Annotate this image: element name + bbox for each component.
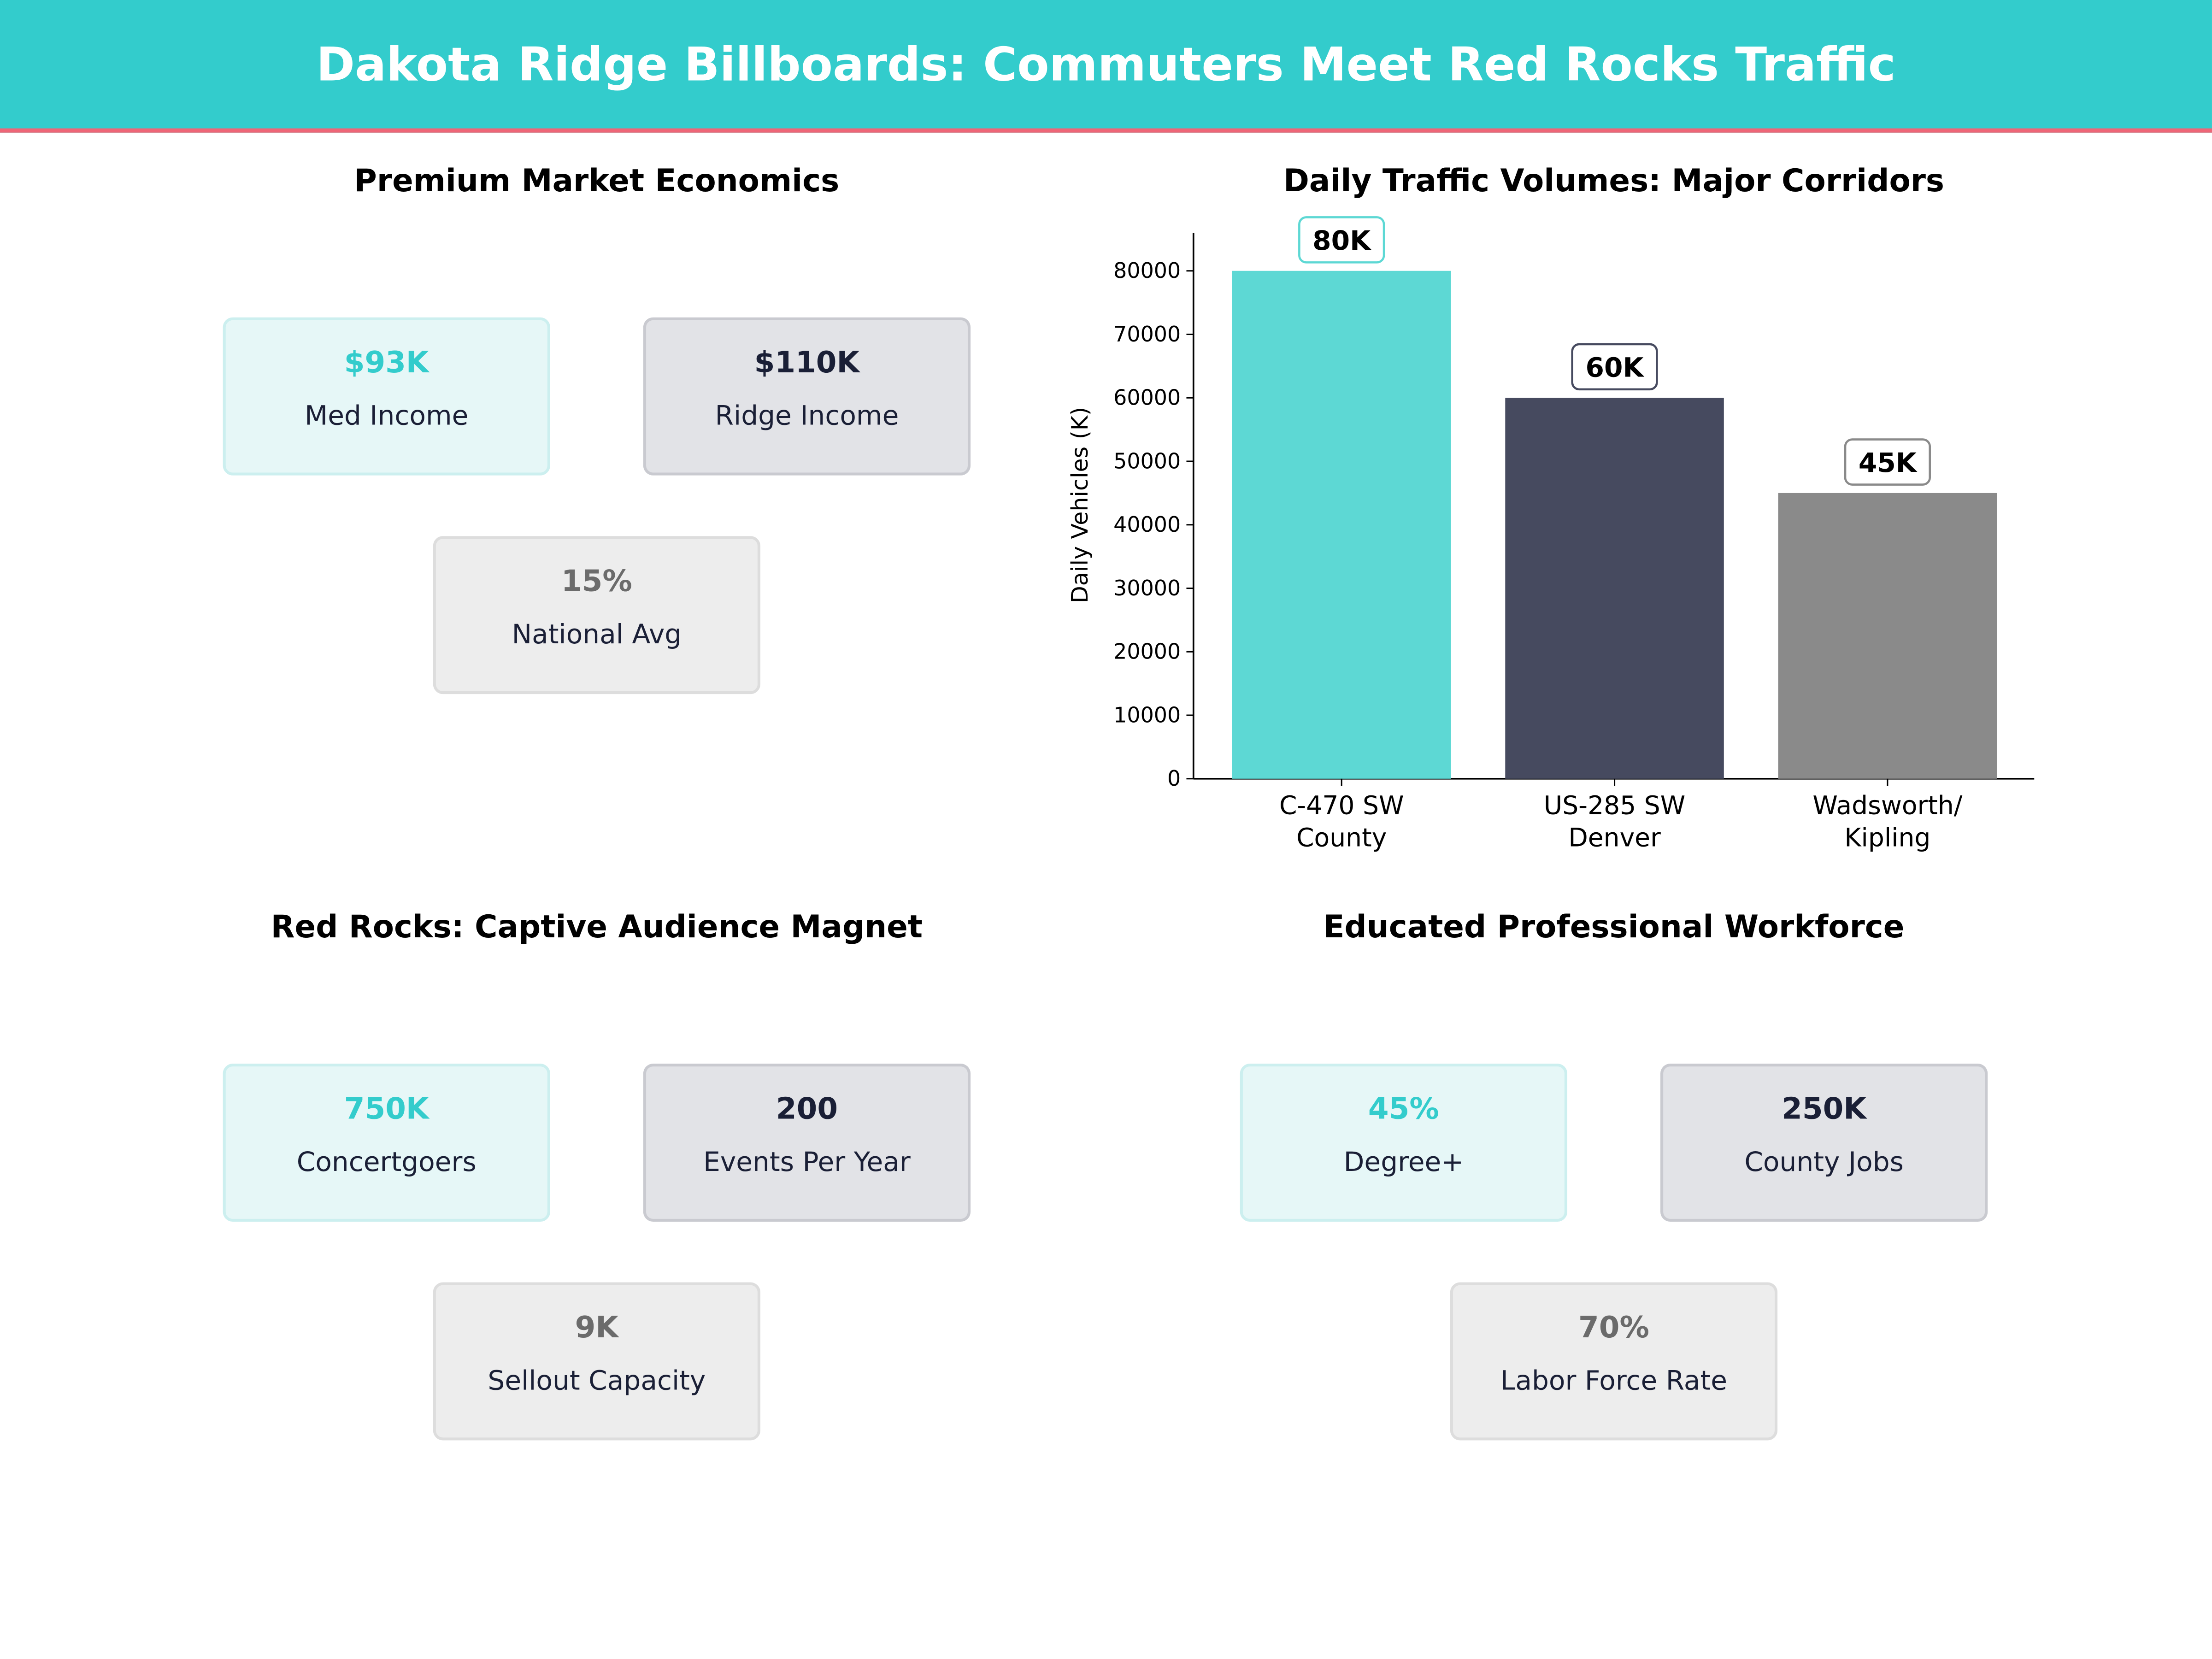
- kpi-value: $110K: [754, 345, 860, 380]
- header-banner: Dakota Ridge Billboards: Commuters Meet …: [0, 0, 2212, 133]
- y-tick-label: 40000: [1113, 512, 1181, 537]
- y-tick-label: 80000: [1113, 258, 1181, 283]
- x-tick-label: US-285 SW: [1544, 790, 1685, 820]
- x-tick-label: Denver: [1568, 823, 1661, 853]
- data-label-box: [1844, 438, 1931, 486]
- page-title: Dakota Ridge Billboards: Commuters Meet …: [316, 36, 1896, 92]
- y-tick-label: 70000: [1113, 322, 1181, 347]
- chart-title: Daily Traffic Volumes: Major Corridors: [1283, 164, 1945, 200]
- kpi-label: County Jobs: [1744, 1147, 1904, 1178]
- kpi-label: Degree+: [1343, 1147, 1464, 1178]
- y-tick-label: 10000: [1113, 702, 1181, 727]
- x-tick-label: C-470 SW: [1279, 790, 1404, 820]
- kpi-card-national-avg: 15% National Avg: [433, 536, 760, 694]
- kpi-value: 200: [776, 1092, 838, 1126]
- data-label-box: [1571, 343, 1658, 391]
- kpi-label: Concertgoers: [296, 1147, 477, 1178]
- x-tick-label: County: [1296, 823, 1387, 853]
- kpi-label: National Avg: [512, 619, 682, 651]
- bar: [1232, 271, 1451, 779]
- kpi-label: Sellout Capacity: [488, 1365, 706, 1397]
- bar: [1505, 398, 1724, 779]
- data-label: 45K: [1859, 447, 1918, 478]
- workforce-title: Educated Professional Workforce: [1323, 911, 1905, 946]
- kpi-label: Ridge Income: [715, 400, 899, 432]
- kpi-value: $93K: [344, 345, 429, 380]
- kpi-label: Events Per Year: [703, 1147, 911, 1178]
- kpi-value: 15%: [561, 564, 632, 598]
- y-tick-label: 0: [1167, 766, 1181, 791]
- x-tick-label: Kipling: [1844, 823, 1930, 853]
- kpi-value: 45%: [1368, 1092, 1439, 1126]
- kpi-card-concertgoers: 750K Concertgoers: [223, 1064, 550, 1222]
- x-tick-label: Wadsworth/: [1812, 790, 1962, 820]
- kpi-value: 70%: [1578, 1310, 1649, 1345]
- redrocks-title: Red Rocks: Captive Audience Magnet: [271, 911, 923, 946]
- kpi-card-events: 200 Events Per Year: [643, 1064, 971, 1222]
- kpi-card-med-income: $93K Med Income: [223, 317, 550, 476]
- kpi-card-ridge-income: $110K Ridge Income: [643, 317, 971, 476]
- kpi-card-county-jobs: 250K County Jobs: [1660, 1064, 1988, 1222]
- y-axis-label: Daily Vehicles (K): [1067, 407, 1093, 603]
- economics-title: Premium Market Economics: [354, 164, 840, 200]
- data-label-box: [1298, 216, 1385, 264]
- y-tick-label: 30000: [1113, 576, 1181, 600]
- kpi-label: Labor Force Rate: [1500, 1365, 1728, 1397]
- bar: [1778, 493, 1997, 779]
- y-tick-label: 50000: [1113, 448, 1181, 473]
- kpi-card-labor-force: 70% Labor Force Rate: [1450, 1282, 1778, 1441]
- data-label: 80K: [1312, 225, 1371, 256]
- kpi-value: 750K: [344, 1092, 429, 1126]
- y-tick-label: 20000: [1113, 639, 1181, 664]
- kpi-card-degree: 45% Degree+: [1240, 1064, 1567, 1222]
- kpi-value: 250K: [1782, 1092, 1867, 1126]
- y-tick-label: 60000: [1113, 385, 1181, 410]
- kpi-card-sellout: 9K Sellout Capacity: [433, 1282, 760, 1441]
- kpi-value: 9K: [575, 1310, 619, 1345]
- kpi-label: Med Income: [305, 400, 469, 432]
- data-label: 60K: [1586, 352, 1645, 383]
